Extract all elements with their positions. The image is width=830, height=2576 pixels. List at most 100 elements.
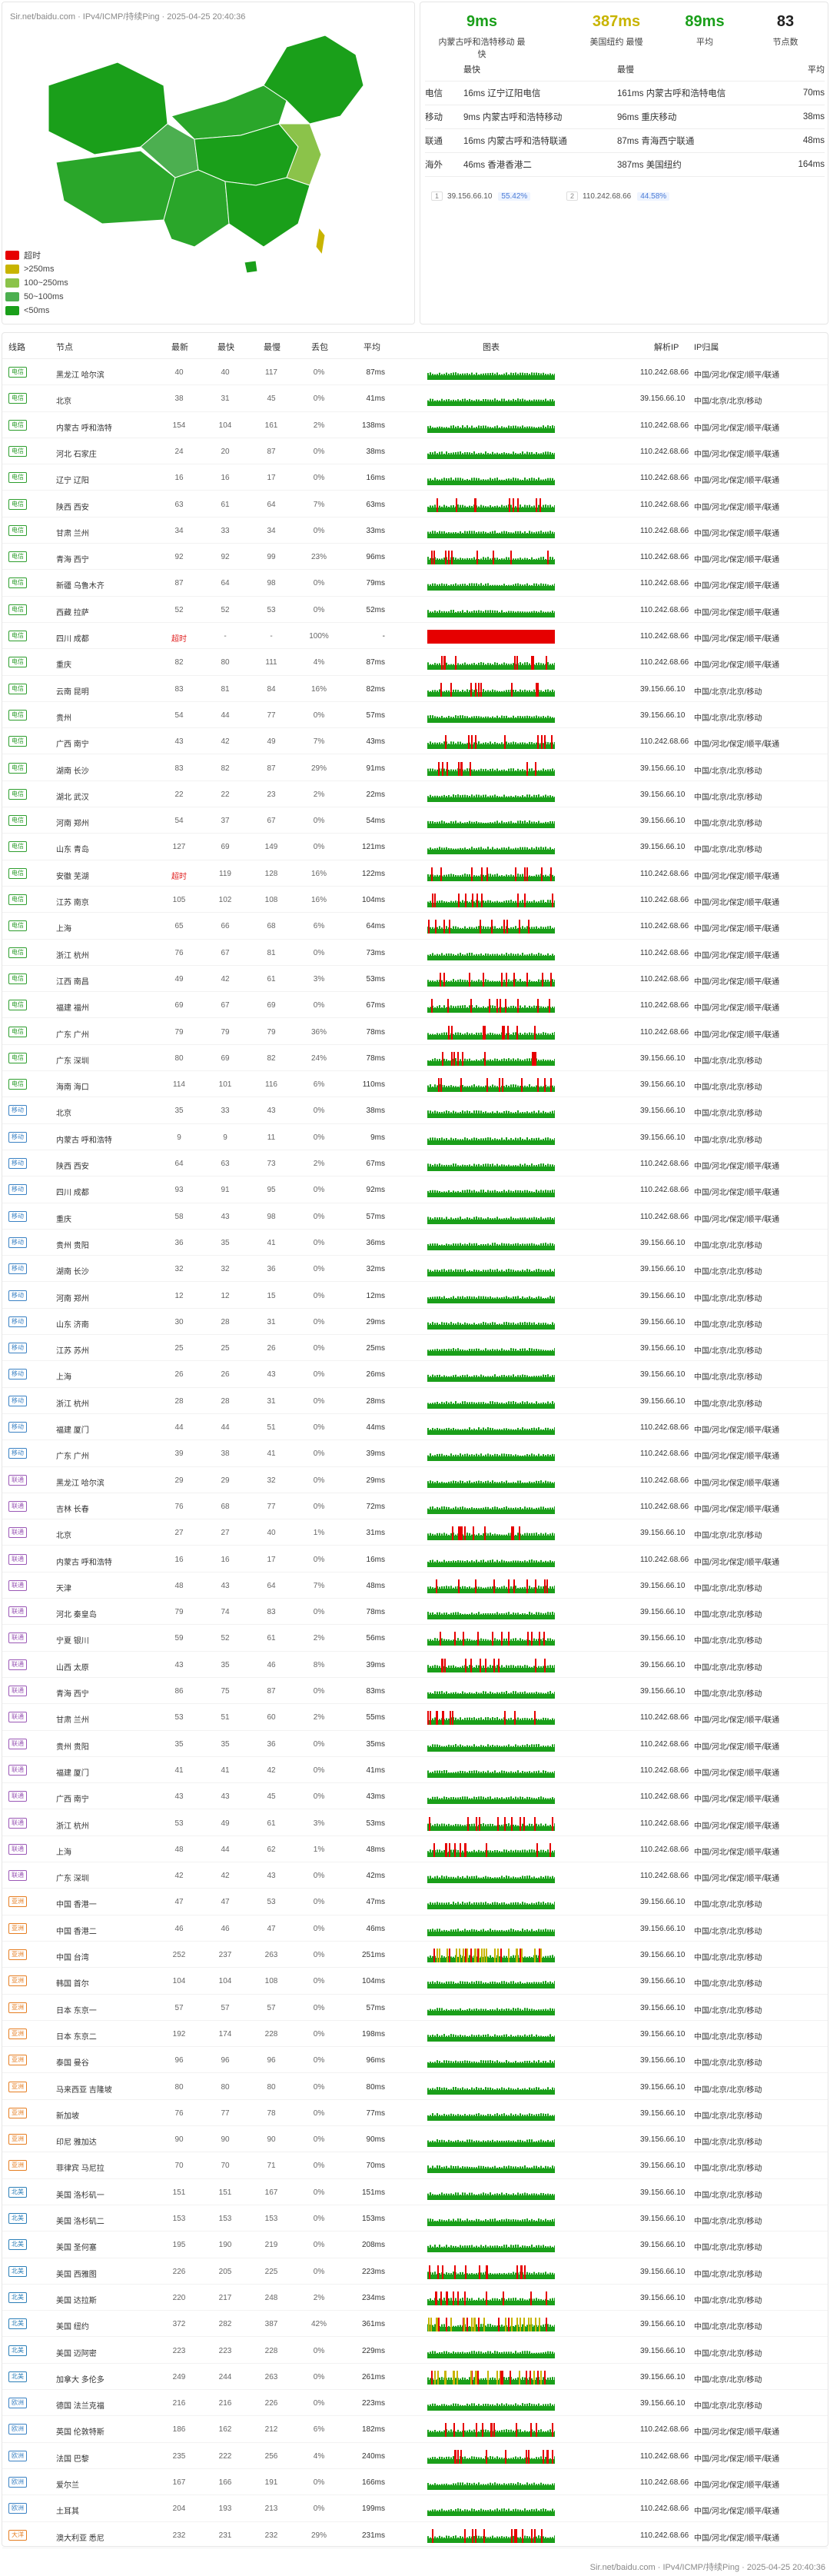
table-row[interactable]: 联通 福建 厦门 41 41 42 0% 41ms 110.242.68.66 中国/河北/保定… <box>2 1757 828 1784</box>
table-row[interactable]: 联通 广西 南宁 43 43 45 0% 43ms 110.242.68.66 中国/河北/保定… <box>2 1783 828 1810</box>
latency-chart[interactable] <box>427 839 555 855</box>
table-row[interactable]: 电信 广西 南宁 43 42 49 7% 43ms 110.242.68.66 中国/河北/保定… <box>2 728 828 755</box>
table-row[interactable]: 联通 宁夏 银川 59 52 61 2% 56ms 39.156.66.10 中国/北京/北京/… <box>2 1625 828 1652</box>
table-row[interactable]: 亚洲 中国 台湾 252 237 263 0% 251ms 39.156.66.10 中国/北京… <box>2 1942 828 1969</box>
table-row[interactable]: 电信 辽宁 辽阳 16 16 17 0% 16ms 110.242.68.66 中国/河北/保定… <box>2 464 828 491</box>
table-row[interactable]: 联通 内蒙古 呼和浩特 16 16 17 0% 16ms 110.242.68.66 中国/河北… <box>2 1546 828 1573</box>
latency-chart[interactable] <box>427 444 555 459</box>
table-row[interactable]: 移动 湖南 长沙 32 32 36 0% 32ms 39.156.66.10 中国/北京/北京/… <box>2 1256 828 1283</box>
table-row[interactable]: 电信 河北 石家庄 24 20 87 0% 38ms 110.242.68.66 中国/河北/保… <box>2 438 828 465</box>
latency-chart[interactable] <box>427 1393 555 1409</box>
table-row[interactable]: 电信 云南 昆明 83 81 84 16% 82ms 39.156.66.10 中国/北京/北京… <box>2 676 828 702</box>
table-row[interactable]: 移动 四川 成都 93 91 95 0% 92ms 110.242.68.66 中国/河北/保定… <box>2 1177 828 1203</box>
table-row[interactable]: 联通 浙江 杭州 53 49 61 3% 53ms 110.242.68.66 中国/河北/保定… <box>2 1810 828 1836</box>
latency-chart[interactable] <box>427 1156 555 1171</box>
latency-chart[interactable] <box>427 760 555 776</box>
col-latest[interactable]: 最新 <box>171 343 188 352</box>
resolved-ip-2[interactable]: 2 110.242.68.66 44.58% <box>566 189 670 203</box>
table-row[interactable]: 电信 重庆 82 80 111 4% 87ms 110.242.68.66 中国/河北/保定/顺… <box>2 649 828 676</box>
col-loss[interactable]: 丢包 <box>311 343 328 352</box>
latency-chart[interactable] <box>427 971 555 987</box>
table-row[interactable]: 亚洲 中国 香港一 47 47 53 0% 47ms 39.156.66.10 中国/北京/北京… <box>2 1889 828 1915</box>
latency-chart[interactable] <box>427 1130 555 1145</box>
site-name[interactable]: Sir.net/baidu.com <box>10 12 75 22</box>
table-row[interactable]: 联通 山西 太原 43 35 46 8% 39ms 39.156.66.10 中国/北京/北京/… <box>2 1652 828 1678</box>
latency-chart[interactable] <box>427 1578 555 1593</box>
table-row[interactable]: 电信 北京 38 31 45 0% 41ms 39.156.66.10 中国/北京/北京/移动 <box>2 385 828 412</box>
latency-chart[interactable] <box>427 892 555 907</box>
table-row[interactable]: 联通 上海 48 44 62 1% 48ms 110.242.68.66 中国/河北/保定/顺平… <box>2 1836 828 1863</box>
latency-chart[interactable] <box>427 681 555 697</box>
latency-chart[interactable] <box>427 364 555 380</box>
table-row[interactable]: 移动 福建 厦门 44 44 51 0% 44ms 110.242.68.66 中国/河北/保定… <box>2 1414 828 1441</box>
latency-chart[interactable] <box>427 1340 555 1356</box>
latency-chart[interactable] <box>427 1552 555 1567</box>
latency-chart[interactable] <box>427 1314 555 1330</box>
table-row[interactable]: 电信 陕西 西安 63 61 64 7% 63ms 110.242.68.66 中国/河北/保定… <box>2 491 828 518</box>
table-row[interactable]: 联通 黑龙江 哈尔滨 29 29 32 0% 29ms 110.242.68.66 中国/河北/… <box>2 1467 828 1493</box>
table-row[interactable]: 电信 新疆 乌鲁木齐 87 64 98 0% 79ms 110.242.68.66 中国/河北/… <box>2 570 828 597</box>
latency-chart[interactable] <box>427 997 555 1013</box>
col-fastest[interactable]: 最快 <box>217 343 234 352</box>
latency-chart[interactable] <box>427 1024 555 1040</box>
latency-chart[interactable] <box>427 1762 555 1778</box>
latency-chart[interactable] <box>427 813 555 829</box>
table-row[interactable]: 移动 山东 济南 30 28 31 0% 29ms 39.156.66.10 中国/北京/北京/… <box>2 1309 828 1336</box>
latency-chart[interactable] <box>427 1894 555 1910</box>
table-row[interactable]: 电信 贵州 54 44 77 0% 57ms 39.156.66.10 中国/北京/北京/移动 <box>2 702 828 729</box>
table-row[interactable]: 亚洲 日本 东京二 192 174 228 0% 198ms 39.156.66.10 中国/北… <box>2 2021 828 2048</box>
table-row[interactable]: 电信 湖北 武汉 22 22 23 2% 22ms 39.156.66.10 中国/北京/北京/… <box>2 781 828 808</box>
table-row[interactable]: 电信 安徽 芜湖 超时 119 128 16% 122ms 110.242.68.66 中国/河… <box>2 860 828 887</box>
table-row[interactable]: 电信 青海 西宁 92 92 99 23% 96ms 110.242.68.66 中国/河北/保… <box>2 544 828 571</box>
table-row[interactable]: 联通 青海 西宁 86 75 87 0% 83ms 39.156.66.10 中国/北京/北京/… <box>2 1678 828 1705</box>
table-row[interactable]: 电信 广东 广州 79 79 79 36% 78ms 110.242.68.66 中国/河北/保… <box>2 1019 828 1045</box>
table-row[interactable]: 移动 北京 35 33 43 0% 38ms 39.156.66.10 中国/北京/北京/移动 <box>2 1097 828 1124</box>
table-row[interactable]: 电信 河南 郑州 54 37 67 0% 54ms 39.156.66.10 中国/北京/北京/… <box>2 807 828 834</box>
table-row[interactable]: 电信 山东 青岛 127 69 149 0% 121ms 39.156.66.10 中国/北京/… <box>2 834 828 860</box>
table-row[interactable]: 亚洲 泰国 曼谷 96 96 96 0% 96ms 39.156.66.10 中国/北京/北京/… <box>2 2047 828 2074</box>
latency-chart[interactable] <box>427 1235 555 1250</box>
table-row[interactable]: 移动 浙江 杭州 28 28 31 0% 28ms 39.156.66.10 中国/北京/北京/… <box>2 1388 828 1414</box>
latency-chart[interactable] <box>427 654 555 671</box>
latency-chart[interactable] <box>427 1921 555 1936</box>
latency-chart[interactable] <box>427 1947 555 1962</box>
latency-chart[interactable] <box>427 391 555 407</box>
latency-chart[interactable] <box>427 734 555 750</box>
latency-chart[interactable] <box>427 1473 555 1488</box>
latency-chart[interactable] <box>427 1499 555 1514</box>
latency-chart[interactable] <box>427 523 555 538</box>
table-row[interactable]: 移动 河南 郑州 12 12 15 0% 12ms 39.156.66.10 中国/北京/北京/… <box>2 1283 828 1309</box>
table-row[interactable]: 电信 江苏 南京 105 102 108 16% 104ms 110.242.68.66 中国/… <box>2 887 828 914</box>
table-row[interactable]: 联通 贵州 贵阳 35 35 36 0% 35ms 110.242.68.66 中国/河北/保定… <box>2 1731 828 1757</box>
latency-chart[interactable] <box>427 918 555 934</box>
table-row[interactable]: 电信 福建 福州 69 67 69 0% 67ms 110.242.68.66 中国/河北/保定… <box>2 992 828 1019</box>
table-row[interactable]: 亚洲 印尼 雅加达 90 90 90 0% 90ms 39.156.66.10 中国/北京/北京… <box>2 2126 828 2153</box>
latency-chart[interactable] <box>427 1446 555 1462</box>
table-row[interactable]: 联通 甘肃 兰州 53 51 60 2% 55ms 110.242.68.66 中国/河北/保定… <box>2 1704 828 1731</box>
latency-chart[interactable] <box>427 1419 555 1435</box>
latency-chart[interactable] <box>427 2132 555 2148</box>
latency-chart[interactable] <box>427 2105 555 2121</box>
table-row[interactable]: 电信 甘肃 兰州 34 33 34 0% 33ms 110.242.68.66 中国/河北/保定… <box>2 518 828 544</box>
table-row[interactable]: 联通 广东 深圳 42 42 43 0% 42ms 110.242.68.66 中国/河北/保定… <box>2 1862 828 1889</box>
latency-chart[interactable] <box>427 866 555 881</box>
table-row[interactable]: 移动 内蒙古 呼和浩特 9 9 11 0% 9ms 39.156.66.10 中国/北京/北京/… <box>2 1124 828 1150</box>
col-node[interactable]: 节点 <box>56 343 73 352</box>
latency-chart[interactable] <box>427 1816 555 1831</box>
latency-chart[interactable] <box>427 2158 555 2174</box>
latency-chart[interactable] <box>427 1709 555 1726</box>
latency-chart[interactable] <box>427 418 555 433</box>
table-row[interactable]: 电信 四川 成都 超时 - -100% -110.242.68.66 中国/河北/保定/顺平… <box>2 623 828 650</box>
latency-chart[interactable] <box>427 1868 555 1884</box>
latency-chart[interactable] <box>427 1050 555 1066</box>
latency-chart[interactable] <box>427 470 555 486</box>
table-row[interactable]: 亚洲 日本 东京一 57 57 57 0% 57ms 39.156.66.10 中国/北京/北京… <box>2 1995 828 2021</box>
latency-chart[interactable] <box>427 2026 555 2042</box>
table-row[interactable]: 移动 江苏 苏州 25 25 26 0% 25ms 39.156.66.10 中国/北京/北京/… <box>2 1335 828 1362</box>
latency-chart[interactable] <box>427 1103 555 1119</box>
table-row[interactable]: 亚洲 菲律宾 马尼拉 70 70 71 0% 70ms 39.156.66.10 中国/北京/北… <box>2 2152 828 2179</box>
table-row[interactable]: 电信 广东 深圳 80 69 82 24% 78ms 39.156.66.10 中国/北京/北京… <box>2 1045 828 1072</box>
latency-chart[interactable] <box>427 1182 555 1198</box>
table-row[interactable]: 电信 湖南 长沙 83 82 87 29% 91ms 39.156.66.10 中国/北京/北京… <box>2 755 828 781</box>
latency-chart[interactable] <box>427 707 555 723</box>
